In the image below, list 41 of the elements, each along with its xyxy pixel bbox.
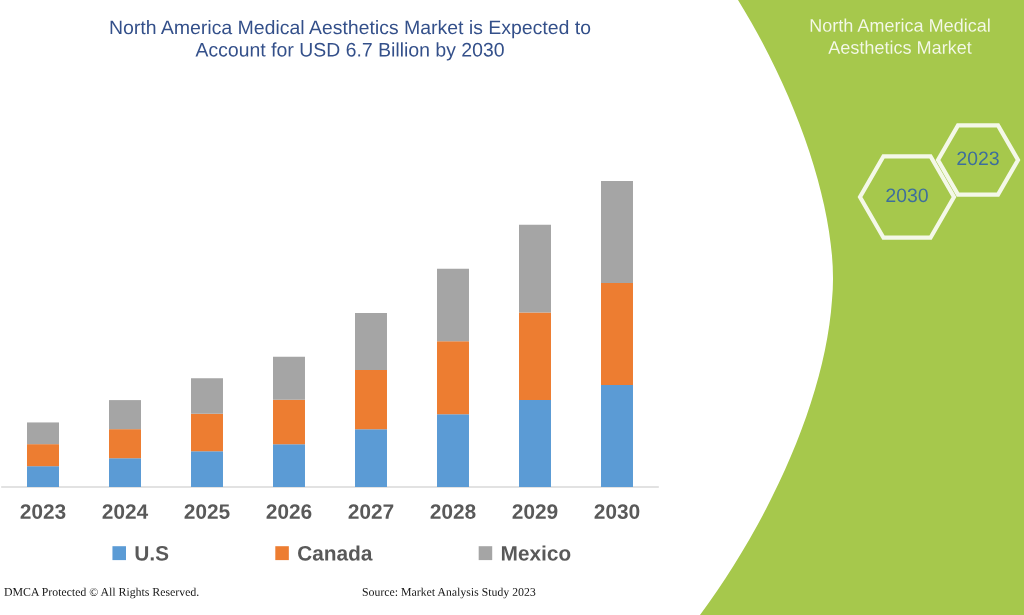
legend-label: Canada (298, 545, 373, 561)
x-tick-label: 2029 (512, 504, 558, 519)
bar (273, 356, 305, 400)
bar (519, 312, 551, 401)
bar (355, 429, 387, 487)
bar (109, 400, 141, 430)
bar (437, 414, 469, 487)
text: North America Medical Aesthetics Market (810, 18, 990, 54)
text: 2023 (957, 151, 999, 166)
x-tick-label: 2026 (266, 504, 312, 519)
bar (27, 422, 59, 445)
bar (601, 181, 633, 283)
source-note: Source: Market Analysis Study 2023 (362, 587, 536, 599)
bar (437, 341, 469, 415)
legend-label: U.S (135, 545, 169, 561)
x-tick-label: 2023 (20, 504, 66, 519)
bar (273, 444, 305, 487)
bar (191, 451, 223, 487)
bar (191, 378, 223, 414)
x-tick-label: 2024 (102, 504, 149, 519)
chart-title: North America Medical Aesthetics Market is Expected to Account for USD 6.7 Billion by 2030 (110, 20, 591, 61)
bar (601, 282, 633, 386)
x-tick-label: 2030 (594, 504, 640, 519)
x-tick-label: 2027 (348, 504, 394, 519)
text: DMCA Protected © All Rights Reserved. (4, 587, 199, 599)
bar (437, 268, 469, 342)
bar (355, 370, 387, 430)
bar (27, 466, 59, 487)
x-tick-label: 2025 (184, 504, 230, 519)
bar (519, 224, 551, 313)
bar (355, 312, 387, 371)
bar (191, 413, 223, 452)
x-tick-label: 2028 (430, 504, 476, 519)
bar (109, 429, 141, 459)
bar (519, 400, 551, 487)
bar (27, 444, 59, 467)
legend-label: Mexico (501, 545, 571, 561)
text: 2030 (886, 188, 928, 203)
bar (601, 385, 633, 487)
bar (273, 399, 305, 445)
bar (109, 458, 141, 487)
